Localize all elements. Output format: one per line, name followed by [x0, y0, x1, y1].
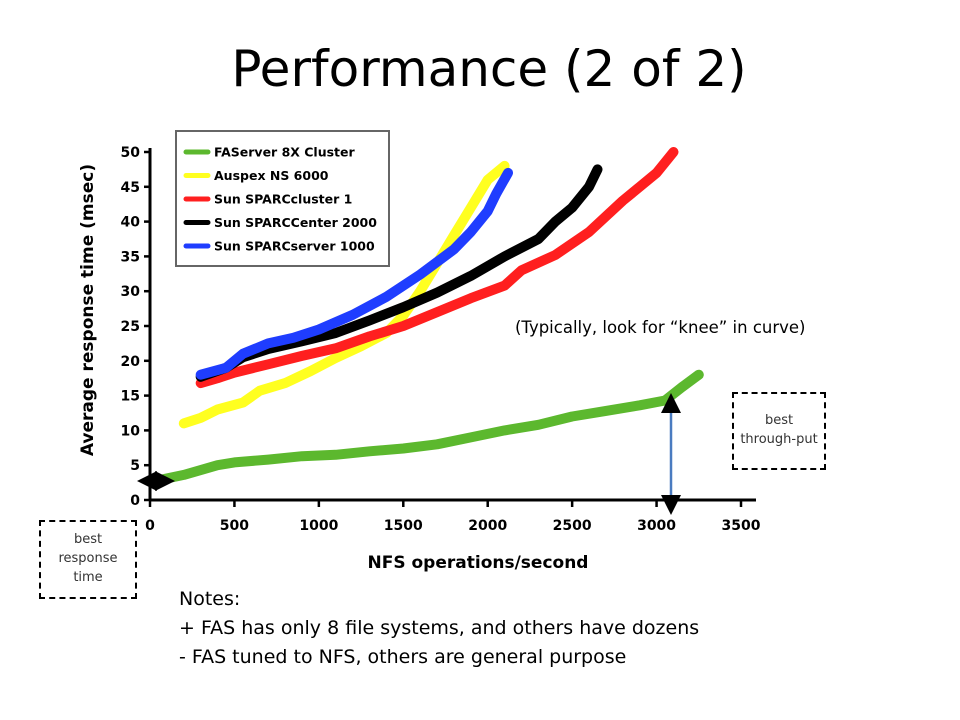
series-line: [195, 167, 513, 380]
x-tick-label: 1500: [384, 518, 423, 534]
x-tick-label: 1000: [299, 518, 338, 534]
x-tick-label: 3500: [722, 518, 761, 534]
x-tick-label: 500: [220, 518, 249, 534]
x-axis-title: NFS operations/second: [368, 553, 589, 573]
legend-label: Sun SPARCserver 1000: [214, 239, 375, 254]
x-tick-label: 2000: [468, 518, 507, 534]
x-tick-label: 3000: [637, 518, 676, 534]
x-tick-label: 0: [145, 518, 155, 534]
series-layer: [158, 147, 704, 485]
best-throughput-callout: best through-put: [732, 392, 826, 470]
best-response-label: best response time: [58, 532, 118, 585]
y-tick-label: 50: [121, 145, 141, 161]
legend-label: FAServer 8X Cluster: [214, 145, 356, 160]
y-tick-label: 40: [121, 215, 141, 231]
legend-items: FAServer 8X Cluster Auspex NS 6000 Sun SPA…: [183, 145, 377, 254]
y-tick-label: 30: [121, 284, 141, 300]
notes-line: + FAS has only 8 file systems, and other…: [179, 617, 700, 639]
legend-label: Auspex NS 6000: [214, 168, 329, 183]
legend-label: Sun SPARCcluster 1: [214, 192, 352, 207]
series-line: [158, 369, 704, 485]
legend-box: [175, 130, 390, 267]
y-tick-label: 5: [130, 458, 140, 474]
y-tick-label: 45: [121, 180, 140, 196]
ticks-layer: 0 500 1000 1500 2000 2500 3000 3500 0 5 10 15 20 25 30…: [121, 145, 761, 534]
y-tick-label: 35: [121, 249, 140, 265]
y-tick-label: 25: [121, 319, 140, 335]
knee-note: (Typically, look for “knee” in curve): [515, 318, 806, 337]
series-line: [178, 160, 510, 429]
annotation-arrows: [137, 393, 681, 515]
slide-title: Performance (2 of 2): [231, 40, 747, 98]
y-tick-label: 15: [121, 389, 140, 405]
y-tick-label: 20: [121, 354, 141, 370]
best-response-time-callout: best response time: [39, 520, 137, 599]
y-tick-label: 10: [121, 423, 141, 439]
y-tick-label: 0: [130, 493, 140, 509]
y-axis-title: Average response time (msec): [78, 164, 98, 456]
notes-heading: Notes:: [179, 588, 241, 610]
best-throughput-label: best through-put: [740, 413, 818, 447]
legend: FAServer 8X Cluster Auspex NS 6000 Sun SPA…: [175, 130, 390, 267]
notes-line: - FAS tuned to NFS, others are general p…: [179, 646, 627, 668]
axes-layer: [148, 148, 756, 502]
x-tick-label: 2500: [553, 518, 592, 534]
legend-label: Sun SPARCCenter 2000: [214, 215, 377, 230]
notes: Notes: + FAS has only 8 file systems, an…: [179, 585, 699, 672]
series-line: [195, 147, 679, 389]
